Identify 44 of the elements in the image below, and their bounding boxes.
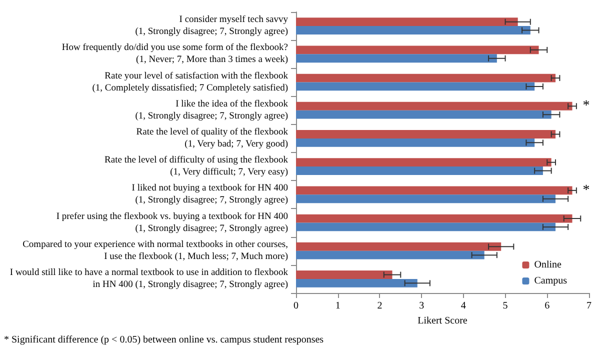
bar xyxy=(296,74,556,82)
bar xyxy=(296,214,572,223)
bar xyxy=(296,194,556,204)
bar xyxy=(296,166,543,175)
bar xyxy=(296,102,572,110)
bar xyxy=(296,270,392,279)
y-tick-label: Compared to your experience with normal textbooks in other courses, I use the flexbook (1, Much less; 7, Much more) xyxy=(22,240,288,262)
x-tick-label: 1 xyxy=(335,300,340,312)
annotation: * xyxy=(582,182,590,198)
y-tick-label: I like the idea of the flexbook (1, Strongly disagree; 7, Strongly agree) xyxy=(135,99,288,122)
y-tick-label: I liked not buying a textbook for HN 400 (1, Strongly disagree; 7, Strongly agree) xyxy=(132,184,288,206)
y-tick-label: How frequently do/did you use some form of the flexbook? (1, Never; 7, More than 3 times a week) xyxy=(62,43,288,66)
bar xyxy=(296,18,518,26)
bar xyxy=(296,138,535,147)
bar xyxy=(296,54,497,63)
legend-label: Campus xyxy=(534,276,568,286)
x-tick-label: 6 xyxy=(544,300,550,312)
bar xyxy=(296,222,556,232)
x-tick-label: 7 xyxy=(586,300,592,312)
y-tick-label: Rate your level of satisfaction with the flexbook (1, Completely dissatisfied; 7 Completely satisfied) xyxy=(92,71,288,94)
y-tick-label: I would still like to have a normal textbook to use in addition to flexbook in HN 400 (1, Strongly disagree; 7, Strongly agree) xyxy=(10,268,288,290)
x-tick-label: 3 xyxy=(419,300,424,312)
x-tick-label: 5 xyxy=(502,300,508,312)
bar xyxy=(296,186,572,195)
bar xyxy=(296,130,556,138)
y-tick-label: Rate the level of quality of the flexbook (1, Very bad; 7, Very good) xyxy=(136,127,288,150)
bar xyxy=(296,250,484,260)
y-tick-label: I consider myself tech savvy (1, Strongly disagree; 7, Strongly agree) xyxy=(135,15,288,38)
bar xyxy=(296,158,552,167)
text: * Significant difference (p < 0.05) between online vs. campus student responses xyxy=(4,334,324,346)
bar xyxy=(296,278,418,288)
x-tick-label: 2 xyxy=(377,300,382,312)
x-axis-title: Likert Score xyxy=(418,315,468,326)
y-tick-label: Rate the level of difficulty of using the flexbook (1, Very difficult; 7, Very easy) xyxy=(104,156,288,178)
bar xyxy=(296,110,552,119)
bar xyxy=(296,26,530,34)
bar xyxy=(296,82,535,91)
x-tick-label: 0 xyxy=(294,300,298,312)
annotation: * xyxy=(582,98,590,114)
legend-label: Online xyxy=(534,260,562,270)
bar xyxy=(296,242,502,251)
y-tick-label: I prefer using the flexbook vs. buying a textbook for HN 400 (1, Strongly disagree; 7, Strongly agree) xyxy=(56,212,288,234)
x-tick-label: 4 xyxy=(460,300,466,312)
bar xyxy=(296,46,539,54)
